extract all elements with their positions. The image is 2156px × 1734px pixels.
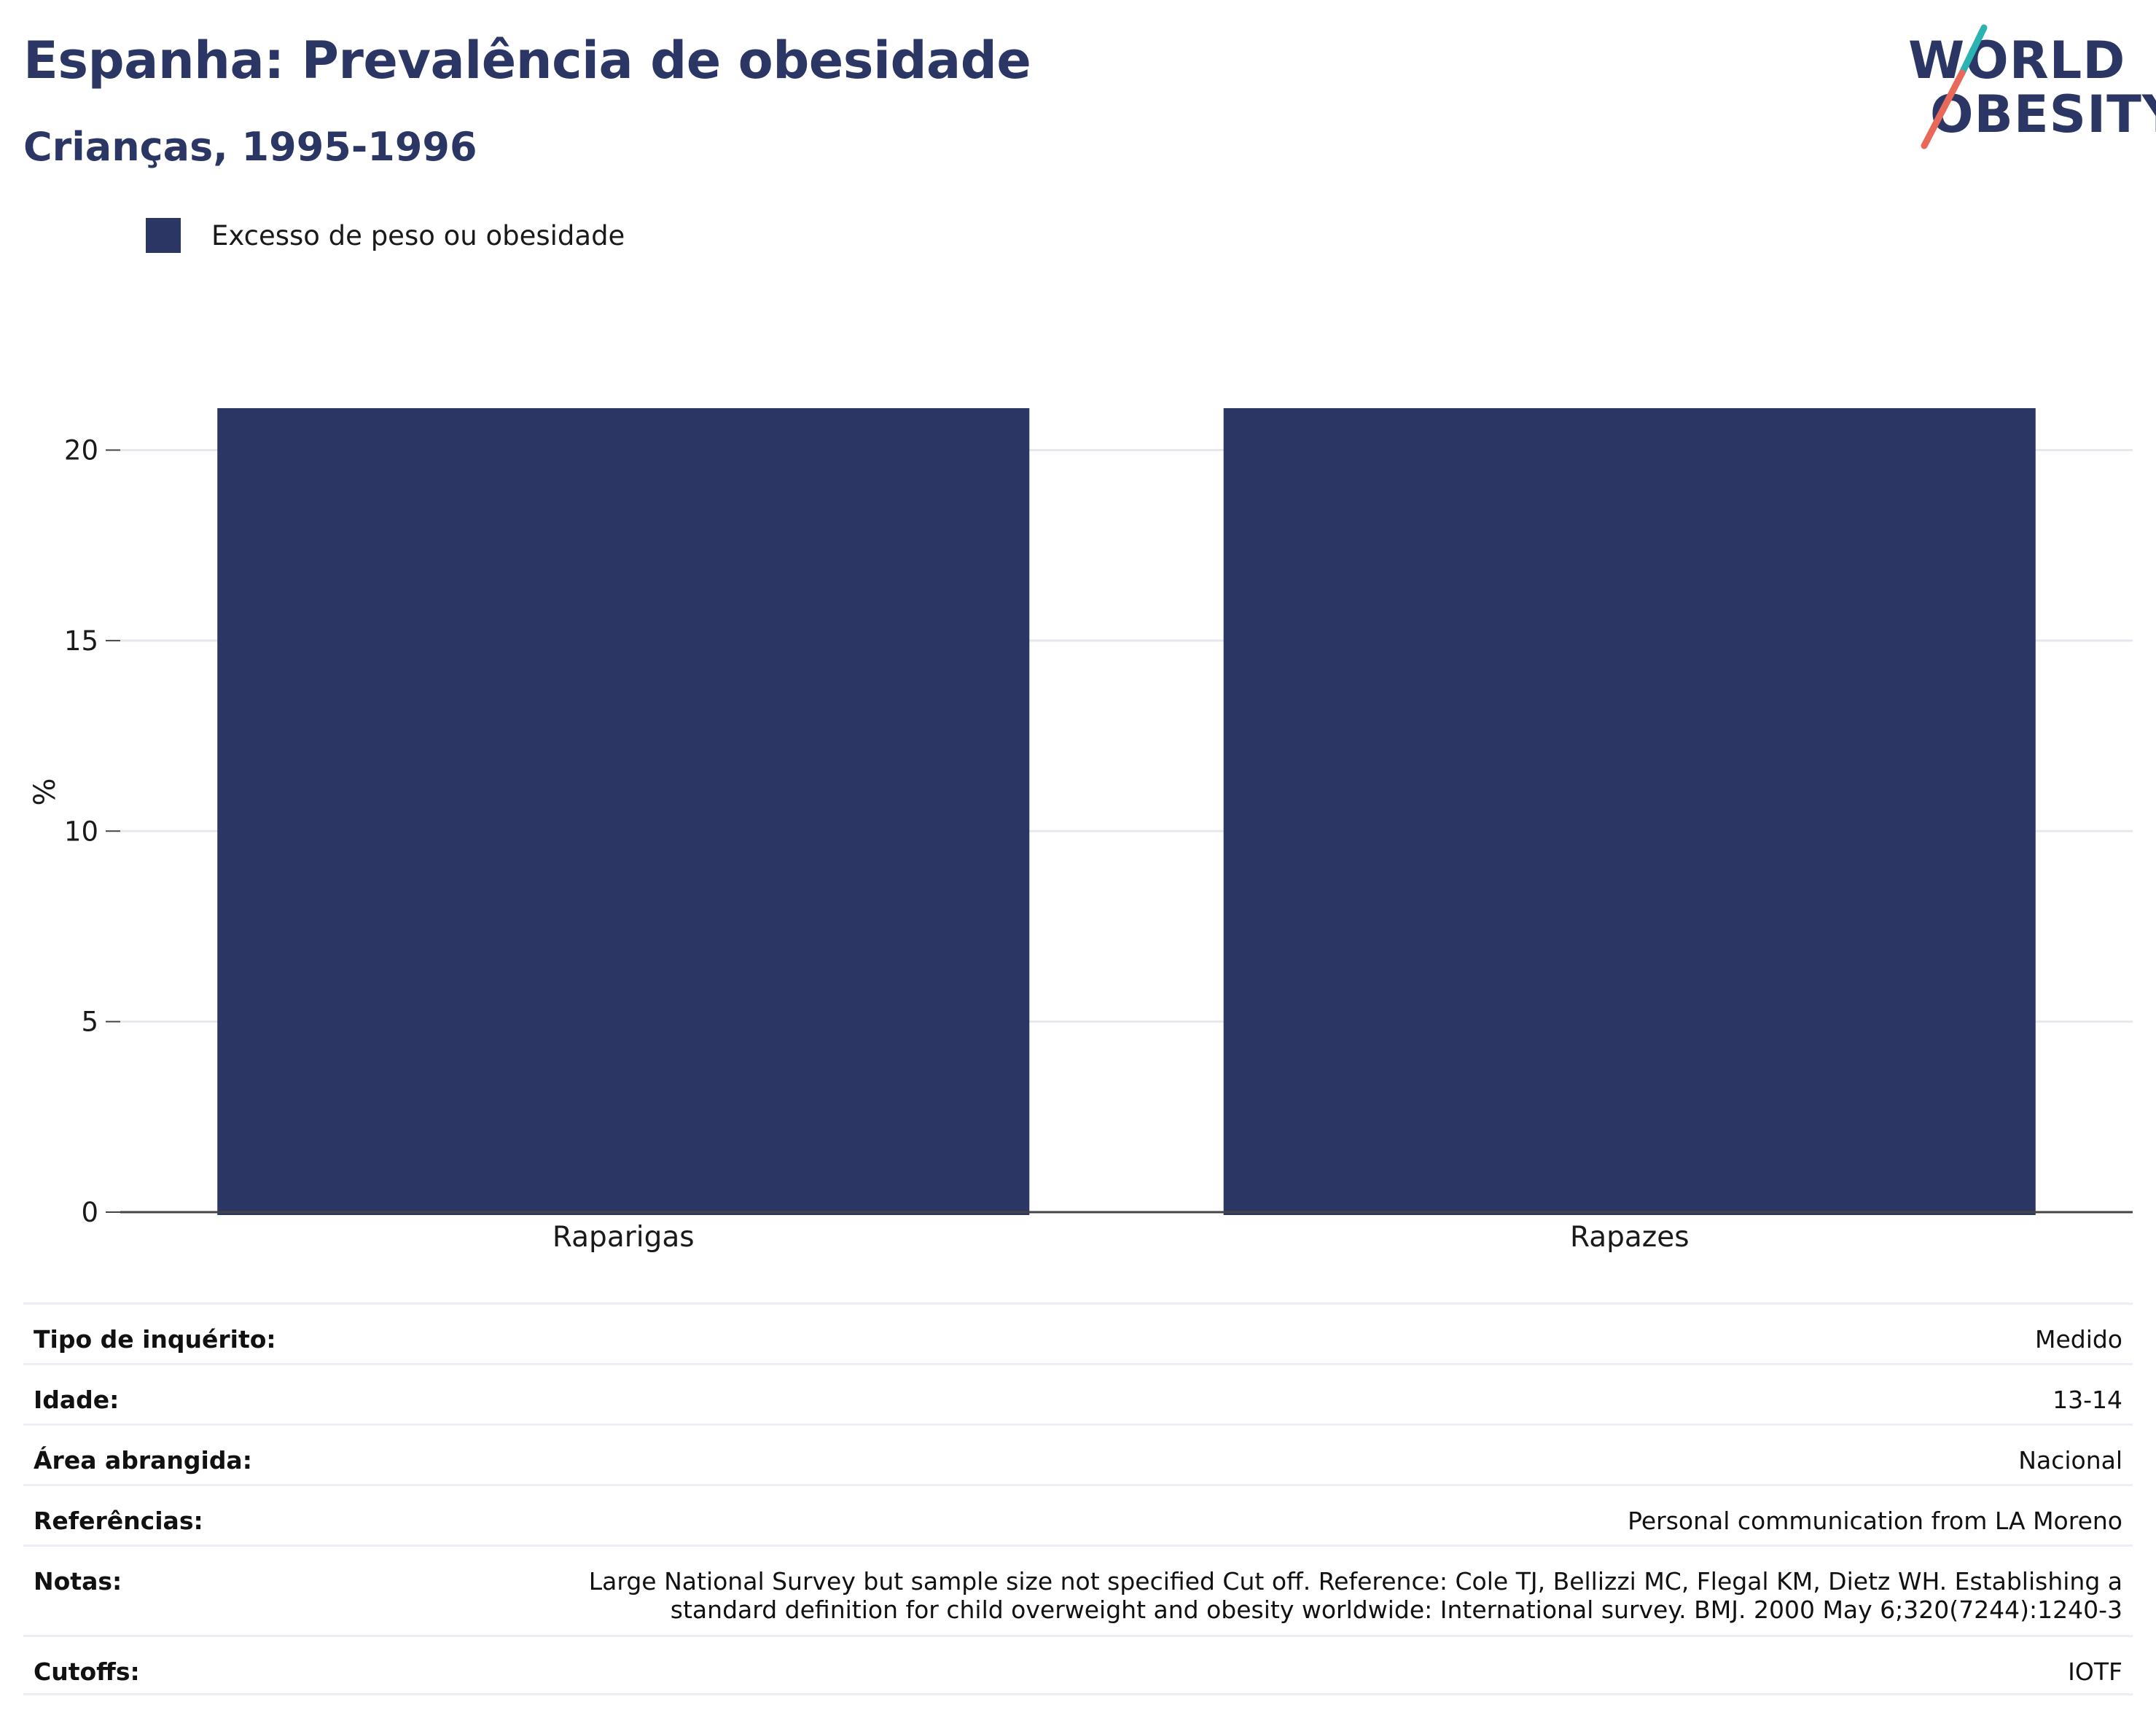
info-value: IOTF — [2068, 1657, 2122, 1686]
info-value: Nacional — [2018, 1446, 2122, 1475]
y-tick-label: 0 — [81, 1197, 98, 1228]
bar-raparigas — [217, 408, 1030, 1215]
info-key: Área abrangida: — [34, 1446, 252, 1475]
info-value-line: Large National Survey but sample size no… — [588, 1567, 2122, 1596]
info-value: Large National Survey but sample size no… — [589, 1567, 2122, 1624]
survey-info-table: Tipo de inquérito: Medido Idade: 13-14 Área … — [23, 1303, 2133, 1695]
info-row: Notas: Large National Survey but sample s… — [23, 1544, 2133, 1635]
info-value: Personal communication from LA Moreno — [1628, 1507, 2122, 1535]
logo-word-obesity: OBESITY — [1930, 85, 2156, 144]
info-key: Notas: — [34, 1567, 122, 1596]
x-tick-label: Raparigas — [552, 1221, 695, 1254]
y-tick-label: 5 — [81, 1007, 98, 1038]
chart-legend: Excesso de peso ou obesidade — [146, 217, 625, 254]
info-row: Idade: 13-14 — [23, 1363, 2133, 1423]
info-value: Medido — [2034, 1325, 2122, 1354]
legend-label: Excesso de peso ou obesidade — [211, 219, 625, 251]
x-tick-label: Rapazes — [1570, 1221, 1690, 1254]
world-obesity-logo: WORLD OBESITY — [1902, 22, 2156, 153]
info-row: Cutoffs: IOTF — [23, 1635, 2133, 1695]
logo-slash-icon — [1921, 24, 1988, 149]
info-row: Área abrangida: Nacional — [23, 1423, 2133, 1484]
y-tick-label: 20 — [64, 435, 98, 466]
info-value: 13-14 — [2053, 1386, 2122, 1414]
info-key: Tipo de inquérito: — [34, 1325, 276, 1354]
bar-rapazes — [1223, 408, 2036, 1215]
y-axis-label: % — [28, 778, 62, 805]
y-tick-label: 15 — [64, 625, 98, 657]
chart-title: Espanha: Prevalência de obesidade — [23, 31, 1031, 90]
info-key: Cutoffs: — [34, 1657, 140, 1686]
info-key: Referências: — [34, 1507, 203, 1535]
info-row: Referências: Personal communication from … — [23, 1484, 2133, 1544]
bar-chart: 0 5 10 15 20% Raparigas Rapazes — [28, 408, 2133, 1254]
logo-word-world: WORLD — [1908, 31, 2126, 90]
y-tick-label: 10 — [64, 816, 98, 847]
info-value-line: standard definition for child overweight… — [670, 1596, 2122, 1624]
chart-subtitle: Crianças, 1995-1996 — [23, 124, 477, 170]
legend-swatch — [146, 218, 181, 253]
info-key: Idade: — [34, 1386, 120, 1414]
info-row: Tipo de inquérito: Medido — [23, 1303, 2133, 1363]
